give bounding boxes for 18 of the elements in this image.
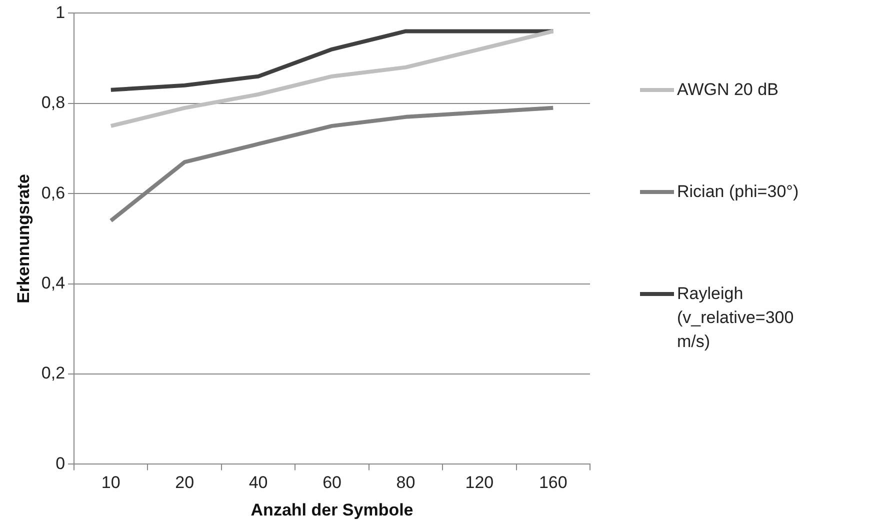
x-tick-label: 60 — [322, 473, 342, 492]
legend-label: AWGN 20 dB — [677, 79, 780, 101]
y-tick-label: 0,2 — [41, 364, 66, 383]
legend-label: Rayleigh (v_relative=300 m/s) — [677, 283, 795, 353]
x-axis-title: Anzahl der Symbole — [250, 500, 414, 520]
x-tick-label: 40 — [248, 473, 268, 492]
y-tick-label: 0 — [56, 454, 66, 473]
y-axis-title: Erkennungsrate — [14, 174, 33, 304]
y-tick-label: 0,8 — [41, 93, 66, 112]
x-tick-label: 80 — [396, 473, 416, 492]
legend-label: Rician (phi=30°) — [677, 181, 800, 203]
y-tick-label: 0,6 — [41, 183, 66, 202]
y-tick-label: 1 — [56, 2, 66, 22]
y-tick-label: 0,4 — [41, 273, 66, 292]
x-tick-label: 120 — [465, 473, 494, 492]
x-tick-label: 20 — [175, 473, 194, 492]
x-tick-label: 10 — [101, 473, 120, 492]
x-tick-label: 160 — [538, 473, 568, 492]
